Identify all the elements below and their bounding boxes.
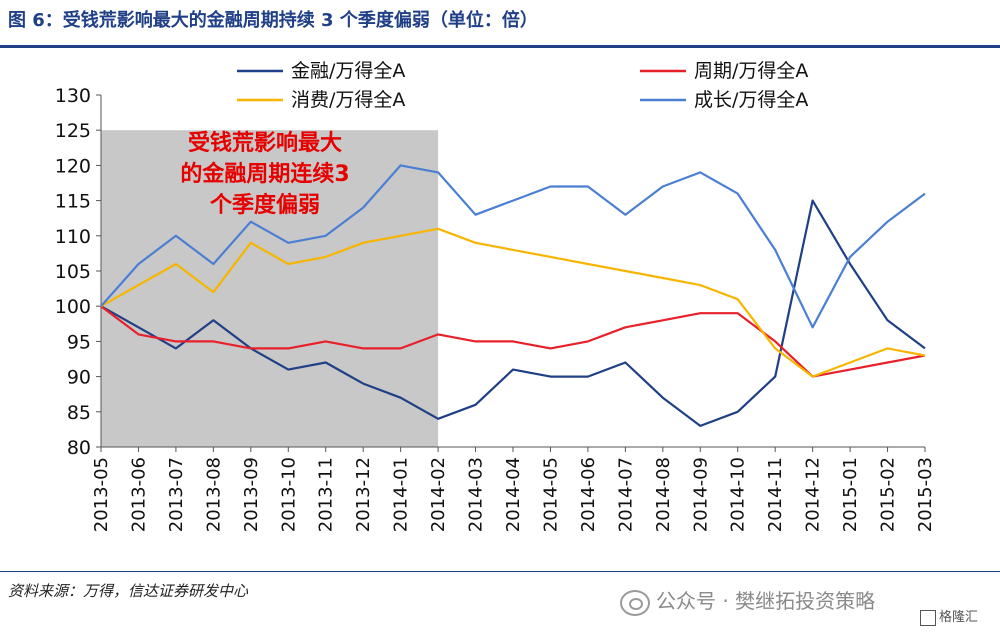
series-line-1	[100, 305, 926, 378]
annotation-text: 个季度偏弱	[210, 192, 320, 218]
x-tick-label: 2014-01	[391, 457, 412, 532]
series-line-3	[100, 164, 926, 329]
x-tick-label: 2013-07	[166, 457, 187, 532]
x-tick-label: 2013-08	[203, 457, 224, 532]
y-tick-label: 90	[67, 367, 91, 389]
annotation-text: 的金融周期连续3	[180, 161, 349, 187]
legend-label: 周期/万得全A	[694, 60, 808, 82]
x-tick-label: 2014-04	[503, 457, 524, 532]
corner-logo-icon	[920, 609, 936, 626]
legend-label: 成长/万得全A	[694, 89, 808, 111]
footer-rule	[0, 571, 1000, 572]
x-tick-label: 2014-09	[690, 457, 711, 532]
source-note: 资料来源：万得，信达证券研发中心	[8, 582, 249, 600]
x-tick-label: 2013-09	[241, 457, 262, 532]
y-tick-label: 80	[67, 437, 91, 459]
x-tick-label: 2014-05	[540, 457, 561, 532]
x-tick-label: 2015-02	[878, 457, 899, 532]
x-tick-label: 2014-12	[803, 457, 824, 532]
x-tick-label: 2014-03	[466, 457, 487, 532]
series-line-0	[100, 199, 926, 427]
wechat-logo-icon	[620, 589, 650, 616]
x-tick-label: 2013-10	[278, 457, 299, 532]
watermark-text: 公众号 · 樊继拓投资策略	[656, 589, 876, 613]
y-tick-label: 125	[55, 120, 91, 142]
legend-label: 消费/万得全A	[291, 89, 405, 111]
watermark: 公众号 · 樊继拓投资策略	[620, 585, 875, 616]
x-tick-label: 2013-11	[316, 457, 337, 532]
x-tick-label: 2013-06	[128, 457, 149, 532]
annotation-text: 受钱荒影响最大	[188, 130, 342, 156]
y-tick-label: 105	[55, 261, 91, 283]
x-tick-label: 2014-08	[653, 457, 674, 532]
y-tick-label: 110	[55, 226, 91, 248]
series-line-2	[100, 227, 926, 378]
y-tick-label: 115	[55, 191, 91, 213]
y-tick-label: 120	[55, 155, 91, 177]
title-rule	[0, 45, 1000, 48]
x-tick-label: 2014-10	[728, 457, 749, 532]
legend-label: 金融/万得全A	[291, 60, 405, 82]
x-tick-label: 2015-03	[915, 457, 936, 532]
x-tick-label: 2014-11	[765, 457, 786, 532]
y-tick-label: 95	[67, 331, 91, 353]
x-tick-label: 2015-01	[840, 457, 861, 532]
x-tick-label: 2014-02	[428, 457, 449, 532]
x-tick-label: 2013-12	[353, 457, 374, 532]
corner-tag: 格隆汇	[920, 606, 978, 626]
y-tick-label: 85	[67, 402, 91, 424]
x-tick-label: 2014-07	[615, 457, 636, 532]
y-tick-label: 100	[55, 296, 91, 318]
x-tick-label: 2014-06	[578, 457, 599, 532]
figure-title: 图 6：受钱荒影响最大的金融周期持续 3 个季度偏弱（单位：倍）	[8, 10, 538, 31]
corner-tag-text: 格隆汇	[939, 610, 979, 625]
shaded-region	[101, 130, 439, 447]
y-tick-label: 130	[55, 85, 91, 107]
x-tick-label: 2013-05	[91, 457, 112, 532]
line-chart: 80 85 90 95 100 105 110 115 120 125 130 2013-05 2013…	[55, 60, 936, 532]
